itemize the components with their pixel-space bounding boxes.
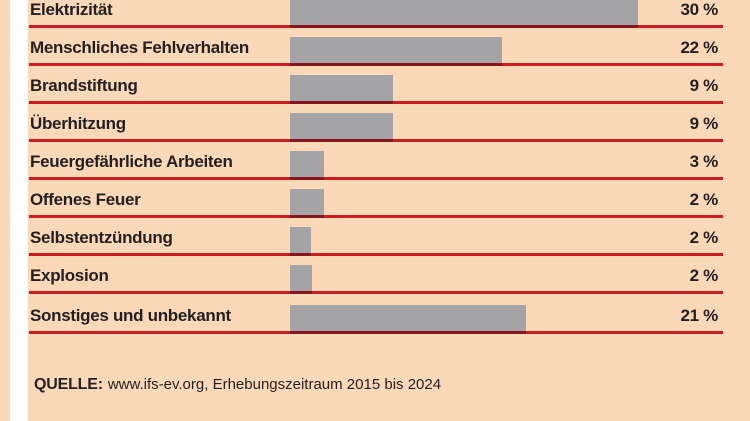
chart-row: Selbstentzündung 2 % bbox=[28, 218, 750, 256]
chart-row: Brandstiftung 9 % bbox=[28, 66, 750, 104]
row-divider-line bbox=[29, 331, 723, 334]
value-label: 22 % bbox=[680, 38, 718, 57]
bar bbox=[290, 37, 502, 66]
value-label: 21 % bbox=[680, 306, 718, 325]
row-divider-line bbox=[29, 63, 723, 66]
chart-row: Elektrizität 30 % bbox=[28, 0, 750, 28]
bar bbox=[290, 75, 393, 104]
source-note: QUELLE: www.ifs-ev.org, Erhebungszeitraum… bbox=[34, 376, 750, 394]
source-text: www.ifs-ev.org, Erhebungszeitraum 2015 b… bbox=[107, 376, 442, 393]
value-label: 2 % bbox=[689, 228, 719, 247]
category-label: Feuergefährliche Arbeiten bbox=[30, 152, 233, 171]
row-divider-line bbox=[29, 25, 723, 28]
value-label: 9 % bbox=[689, 76, 719, 95]
bar bbox=[290, 0, 638, 28]
value-label: 9 % bbox=[689, 114, 719, 133]
category-label: Überhitzung bbox=[30, 114, 126, 133]
row-divider-line bbox=[29, 139, 723, 142]
bar bbox=[290, 227, 311, 256]
chart-row: Feuergefährliche Arbeiten 3 % bbox=[28, 142, 750, 180]
category-label: Menschliches Fehlverhalten bbox=[30, 38, 249, 57]
value-label: 2 % bbox=[689, 266, 719, 285]
bar bbox=[290, 265, 312, 294]
chart-row: Offenes Feuer 2 % bbox=[28, 180, 750, 218]
adjacent-page-strip bbox=[0, 0, 10, 421]
row-divider-line bbox=[29, 215, 723, 218]
value-label: 2 % bbox=[689, 190, 719, 209]
value-label: 3 % bbox=[689, 152, 719, 171]
category-label: Elektrizität bbox=[30, 0, 113, 19]
category-label: Offenes Feuer bbox=[30, 190, 141, 209]
row-divider-line bbox=[29, 253, 723, 256]
chart-row: Menschliches Fehlverhalten 22 % bbox=[28, 28, 750, 66]
category-label: Brandstiftung bbox=[30, 76, 138, 95]
category-label: Selbstentzündung bbox=[30, 228, 173, 247]
bar bbox=[290, 189, 324, 218]
bar bbox=[290, 305, 526, 334]
chart-row: Überhitzung 9 % bbox=[28, 104, 750, 142]
category-label: Sonstiges und unbekannt bbox=[30, 306, 231, 325]
chart-row: Explosion 2 % bbox=[28, 256, 750, 294]
bar bbox=[290, 113, 393, 142]
bar bbox=[290, 151, 324, 180]
chart-panel: Elektrizität 30 % Menschliches Fehlverha… bbox=[28, 0, 750, 421]
row-divider-line bbox=[29, 291, 723, 294]
source-label: QUELLE: bbox=[34, 376, 103, 393]
row-divider-line bbox=[29, 101, 723, 104]
row-divider-line bbox=[29, 177, 723, 180]
value-label: 30 % bbox=[680, 0, 718, 19]
chart-row: Sonstiges und unbekannt 21 % bbox=[28, 294, 750, 334]
category-label: Explosion bbox=[30, 266, 109, 285]
